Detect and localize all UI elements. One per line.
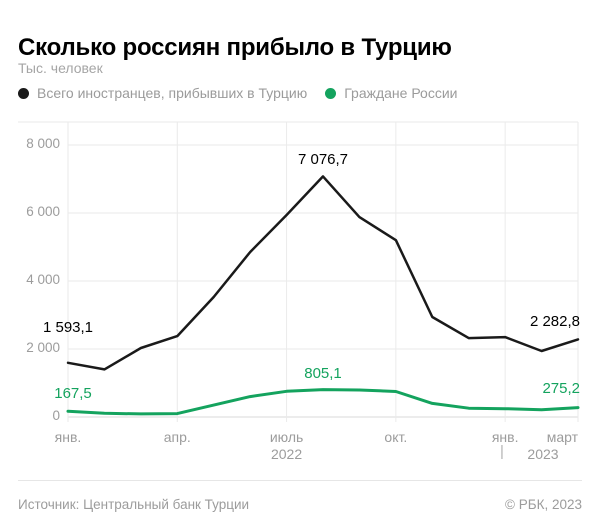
footer: Источник: Центральный банк Турции © РБК,…	[18, 497, 582, 513]
legend: Всего иностранцев, прибывших в Турцию Гр…	[18, 85, 457, 101]
copyright-text: © РБК, 2023	[505, 497, 582, 512]
line-russian-citizens	[66, 388, 580, 416]
chart-title: Сколько россиян прибыло в Турцию	[18, 34, 452, 62]
legend-label-russian-citizens: Граждане России	[344, 85, 458, 101]
legend-label-total-foreigners: Всего иностранцев, прибывших в Турцию	[37, 85, 308, 101]
footer-divider	[18, 480, 582, 481]
legend-dot-black-icon	[18, 87, 29, 99]
source-text: Источник: Центральный банк Турции	[18, 497, 250, 512]
legend-item-russian-citizens: Граждане России	[325, 85, 457, 101]
legend-item-total-foreigners: Всего иностранцев, прибывших в Турцию	[18, 85, 307, 101]
line-total-foreigners	[66, 175, 580, 371]
legend-dot-green-icon	[325, 87, 337, 99]
chart-subtitle: Тыс. человек	[18, 60, 103, 76]
